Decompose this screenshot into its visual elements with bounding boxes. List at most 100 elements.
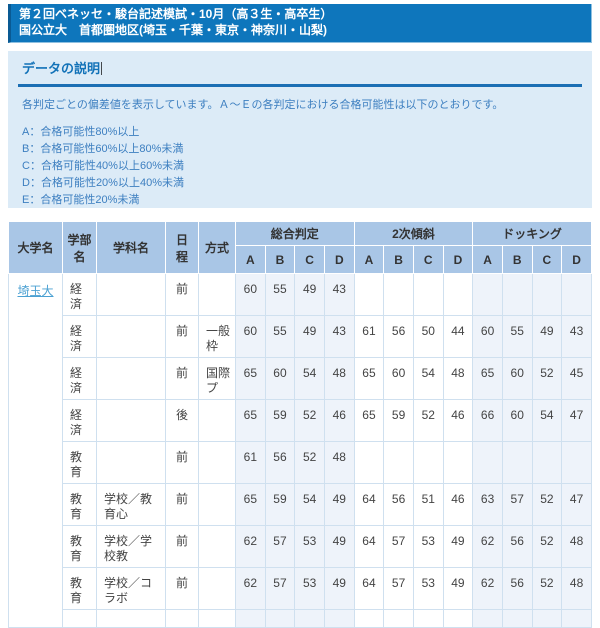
docking-a-cell (472, 441, 503, 484)
sogo-a-cell: 60 (235, 273, 266, 316)
empty-cell (96, 609, 166, 628)
university-link[interactable]: 埼玉大 (17, 284, 54, 298)
table-row: 教育 前 61 56 52 48 (9, 441, 592, 484)
niji-c-cell: 54 (412, 357, 444, 400)
niji-d-cell: 48 (442, 357, 474, 400)
header-docking-b: B (501, 245, 533, 274)
university-cell: 埼玉大 (8, 273, 63, 628)
docking-b-cell: 57 (501, 483, 533, 526)
docking-b-cell (501, 441, 533, 484)
docking-b-cell (501, 273, 533, 316)
department-cell (96, 357, 166, 400)
table-row: 経済後 65 59 52 46 65 59 52 46 66 60 54 47 (9, 399, 592, 442)
docking-d-cell: 45 (561, 357, 592, 400)
department-cell: 学校／コラボ (96, 567, 166, 610)
docking-b-cell: 56 (501, 567, 533, 610)
empty-cell (412, 609, 444, 628)
niji-a-cell: 64 (353, 567, 385, 610)
empty-cell (198, 609, 236, 628)
faculty-cell: 経済 (62, 357, 97, 400)
header-niji-d: D (442, 245, 474, 274)
niji-c-cell: 53 (412, 525, 444, 568)
niji-b-cell (383, 273, 414, 316)
title-line-2: 国公立大 首都圏地区(埼玉・千葉・東京・神奈川・山梨) (19, 23, 327, 37)
results-table-wrap: 大学名 学部 名 学科名 日 程 方式 総合判定 2次傾斜 ドッキング A B … (8, 221, 592, 628)
sogo-a-cell: 65 (235, 483, 266, 526)
header-sogo-c: C (294, 245, 325, 274)
schedule-cell: 前 (165, 483, 199, 526)
docking-a-cell (472, 273, 503, 316)
method-cell (198, 273, 236, 316)
docking-c-cell: 52 (531, 483, 563, 526)
method-cell (198, 441, 236, 484)
sogo-c-cell: 53 (294, 567, 325, 610)
niji-a-cell: 64 (353, 483, 385, 526)
explanation-intro: 各判定ごとの偏差値を表示しています。Ａ～Ｅの各判定における合格可能性は以下のとお… (22, 99, 504, 111)
docking-d-cell (561, 273, 592, 316)
niji-b-cell: 56 (383, 315, 414, 358)
docking-b-cell: 55 (501, 315, 533, 358)
docking-a-cell: 62 (472, 525, 503, 568)
sogo-a-cell: 65 (235, 357, 266, 400)
sogo-c-cell: 53 (294, 525, 325, 568)
faculty-cell: 経済 (62, 315, 97, 358)
niji-a-cell: 61 (353, 315, 385, 358)
docking-d-cell: 47 (561, 483, 592, 526)
niji-c-cell: 51 (412, 483, 444, 526)
docking-c-cell: 52 (531, 567, 563, 610)
sogo-b-cell: 57 (264, 525, 296, 568)
sogo-c-cell: 49 (294, 273, 325, 316)
table-row: 経済前一般枠 60 55 49 43 61 56 50 44 60 55 49 43 (9, 315, 592, 358)
department-cell: 学校／学校教 (96, 525, 166, 568)
niji-c-cell: 52 (412, 399, 444, 442)
niji-d-cell: 46 (442, 399, 474, 442)
divider-rule (18, 84, 582, 87)
docking-b-cell: 60 (501, 357, 533, 400)
schedule-cell: 前 (165, 315, 199, 358)
sogo-b-cell: 60 (264, 357, 296, 400)
empty-cell (264, 609, 296, 628)
header-department: 学科名 (96, 221, 166, 274)
sogo-d-cell: 49 (323, 483, 355, 526)
header-sogo-d: D (323, 245, 355, 274)
sogo-d-cell: 43 (323, 315, 355, 358)
sogo-a-cell: 61 (235, 441, 266, 484)
table-row-partial (9, 609, 592, 628)
header-method: 方式 (198, 221, 236, 274)
empty-cell (531, 609, 563, 628)
sogo-c-cell: 54 (294, 483, 325, 526)
niji-c-cell (412, 273, 444, 316)
niji-d-cell: 46 (442, 483, 474, 526)
docking-a-cell: 66 (472, 399, 503, 442)
header-niji-b: B (383, 245, 414, 274)
header-university: 大学名 (8, 221, 63, 274)
faculty-cell: 教育 (62, 525, 97, 568)
schedule-cell: 前 (165, 525, 199, 568)
docking-c-cell (531, 441, 563, 484)
empty-cell (294, 609, 325, 628)
sogo-c-cell: 49 (294, 315, 325, 358)
method-cell (198, 567, 236, 610)
faculty-cell: 経済 (62, 273, 97, 316)
niji-a-cell: 65 (353, 399, 385, 442)
niji-d-cell: 44 (442, 315, 474, 358)
text-cursor (101, 62, 103, 75)
sogo-a-cell: 65 (235, 399, 266, 442)
empty-cell (472, 609, 503, 628)
header-sogo-b: B (264, 245, 296, 274)
docking-a-cell: 63 (472, 483, 503, 526)
empty-cell (501, 609, 533, 628)
empty-cell (165, 609, 199, 628)
docking-a-cell: 65 (472, 357, 503, 400)
docking-d-cell: 48 (561, 567, 592, 610)
docking-c-cell: 49 (531, 315, 563, 358)
table-row: 埼玉大 経済前 60 55 49 43 (8, 273, 592, 628)
results-table: 大学名 学部 名 学科名 日 程 方式 総合判定 2次傾斜 ドッキング A B … (8, 221, 592, 628)
sogo-d-cell: 46 (323, 399, 355, 442)
sogo-a-cell: 60 (235, 315, 266, 358)
header-faculty: 学部 名 (62, 221, 97, 274)
table-row: 教育 学校／学校教前 62 57 53 49 64 57 53 49 62 56 52 48 (9, 525, 592, 568)
grade-legend-c: C：合格可能性40%以上60%未満 (22, 160, 184, 172)
docking-c-cell: 52 (531, 357, 563, 400)
sogo-b-cell: 57 (264, 567, 296, 610)
